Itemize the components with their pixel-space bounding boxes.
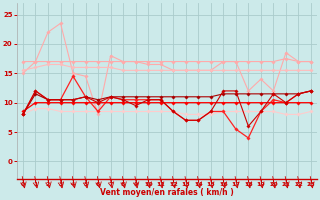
X-axis label: Vent moyen/en rafales ( km/h ): Vent moyen/en rafales ( km/h ): [100, 188, 234, 197]
